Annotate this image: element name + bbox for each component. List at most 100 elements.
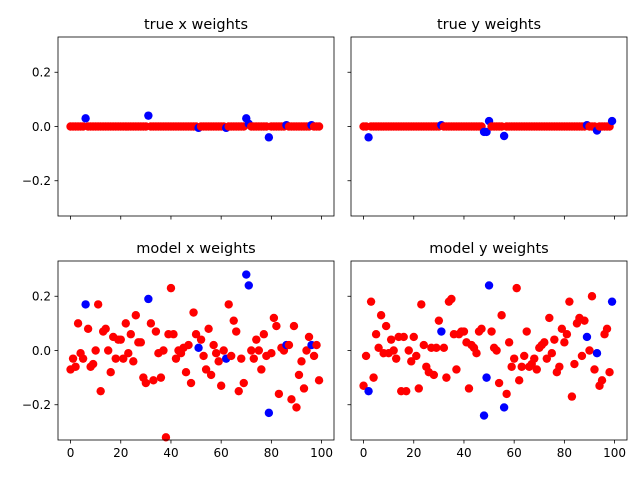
scatter-points	[66, 270, 324, 442]
point-zero	[597, 376, 607, 385]
point-zero	[104, 346, 113, 355]
point-zero	[399, 332, 408, 342]
point-zero	[494, 378, 504, 388]
point-zero	[88, 359, 98, 369]
point-zero	[284, 340, 294, 350]
point-zero	[227, 351, 236, 361]
point-zero	[201, 365, 211, 374]
subplot-title: true y weights	[437, 17, 541, 33]
point-nonzero	[264, 408, 274, 418]
point-zero	[199, 351, 208, 361]
point-zero	[504, 338, 514, 347]
subplot-title: true x weights	[144, 17, 248, 33]
point-zero	[605, 368, 614, 377]
point-zero	[101, 324, 110, 333]
point-zero	[151, 327, 161, 336]
x-tick-label: 20	[406, 446, 421, 460]
point-zero	[439, 343, 449, 352]
point-nonzero	[592, 349, 602, 358]
point-zero	[304, 332, 314, 342]
point-zero	[371, 330, 381, 339]
point-zero	[580, 316, 589, 325]
scatter-points	[66, 111, 324, 142]
point-zero	[159, 346, 168, 355]
point-nonzero	[484, 281, 494, 290]
point-zero	[497, 311, 506, 320]
point-zero	[359, 381, 368, 390]
subplot-4: model y weights 0 20 40 60 80 100	[347, 241, 628, 460]
point-zero	[530, 354, 539, 363]
point-zero	[547, 349, 557, 358]
point-zero	[214, 357, 223, 366]
point-zero	[166, 283, 176, 293]
point-zero	[209, 340, 218, 350]
point-zero	[520, 351, 529, 361]
point-zero	[204, 324, 213, 333]
point-zero	[161, 433, 171, 442]
subplot-1: true x weights −0.2 0.0 0.2	[22, 17, 335, 220]
point-zero	[196, 335, 206, 344]
x-tick-label: 80	[557, 446, 572, 460]
point-zero	[562, 330, 572, 339]
point-nonzero	[144, 111, 153, 120]
point-nonzero	[499, 131, 509, 141]
point-zero	[502, 389, 511, 399]
point-zero	[272, 321, 281, 331]
point-zero	[149, 376, 158, 385]
point-zero	[189, 308, 198, 317]
point-zero	[409, 332, 418, 342]
point-nonzero	[194, 343, 203, 352]
point-zero	[376, 311, 386, 320]
x-tick-label: 80	[264, 446, 279, 460]
point-zero	[361, 351, 371, 361]
point-zero	[184, 340, 193, 350]
point-nonzero	[499, 403, 509, 412]
point-zero	[389, 346, 398, 355]
point-zero	[314, 122, 324, 131]
point-zero	[314, 376, 324, 385]
point-zero	[414, 384, 423, 393]
point-zero	[369, 373, 378, 382]
point-zero	[472, 349, 481, 358]
point-nonzero	[482, 127, 491, 137]
point-zero	[257, 365, 266, 374]
point-zero	[247, 346, 256, 355]
point-zero	[417, 300, 426, 309]
point-zero	[514, 376, 524, 385]
x-tick-label: 0	[67, 446, 75, 460]
point-zero	[509, 354, 519, 363]
point-zero	[517, 362, 526, 371]
point-zero	[191, 330, 201, 339]
point-zero	[91, 346, 100, 355]
point-zero	[391, 354, 401, 363]
point-nonzero	[144, 294, 153, 304]
point-zero	[73, 319, 83, 328]
point-zero	[259, 330, 269, 339]
point-nonzero	[479, 411, 489, 420]
point-zero	[545, 313, 554, 323]
point-zero	[68, 354, 78, 363]
point-zero	[234, 386, 243, 396]
point-zero	[477, 324, 486, 333]
point-nonzero	[482, 373, 491, 382]
point-zero	[267, 349, 276, 358]
subplot-3: model x weights 0 20 40 60 80 100 −0.2 0.0 0.2	[22, 241, 335, 460]
point-nonzero	[607, 116, 617, 126]
x-tick-label: 60	[507, 446, 522, 460]
point-zero	[577, 351, 587, 361]
point-nonzero	[364, 386, 373, 396]
point-zero	[111, 354, 120, 363]
point-zero	[540, 338, 549, 347]
point-zero	[487, 327, 496, 336]
point-zero	[302, 346, 311, 355]
y-tick-label: 0.0	[32, 120, 51, 134]
point-zero	[121, 319, 130, 328]
x-tick-label: 60	[214, 446, 229, 460]
point-zero	[269, 313, 279, 323]
point-nonzero	[582, 332, 592, 342]
point-nonzero	[437, 327, 446, 336]
point-zero	[83, 324, 93, 333]
point-zero	[312, 340, 321, 350]
point-zero	[106, 368, 115, 377]
